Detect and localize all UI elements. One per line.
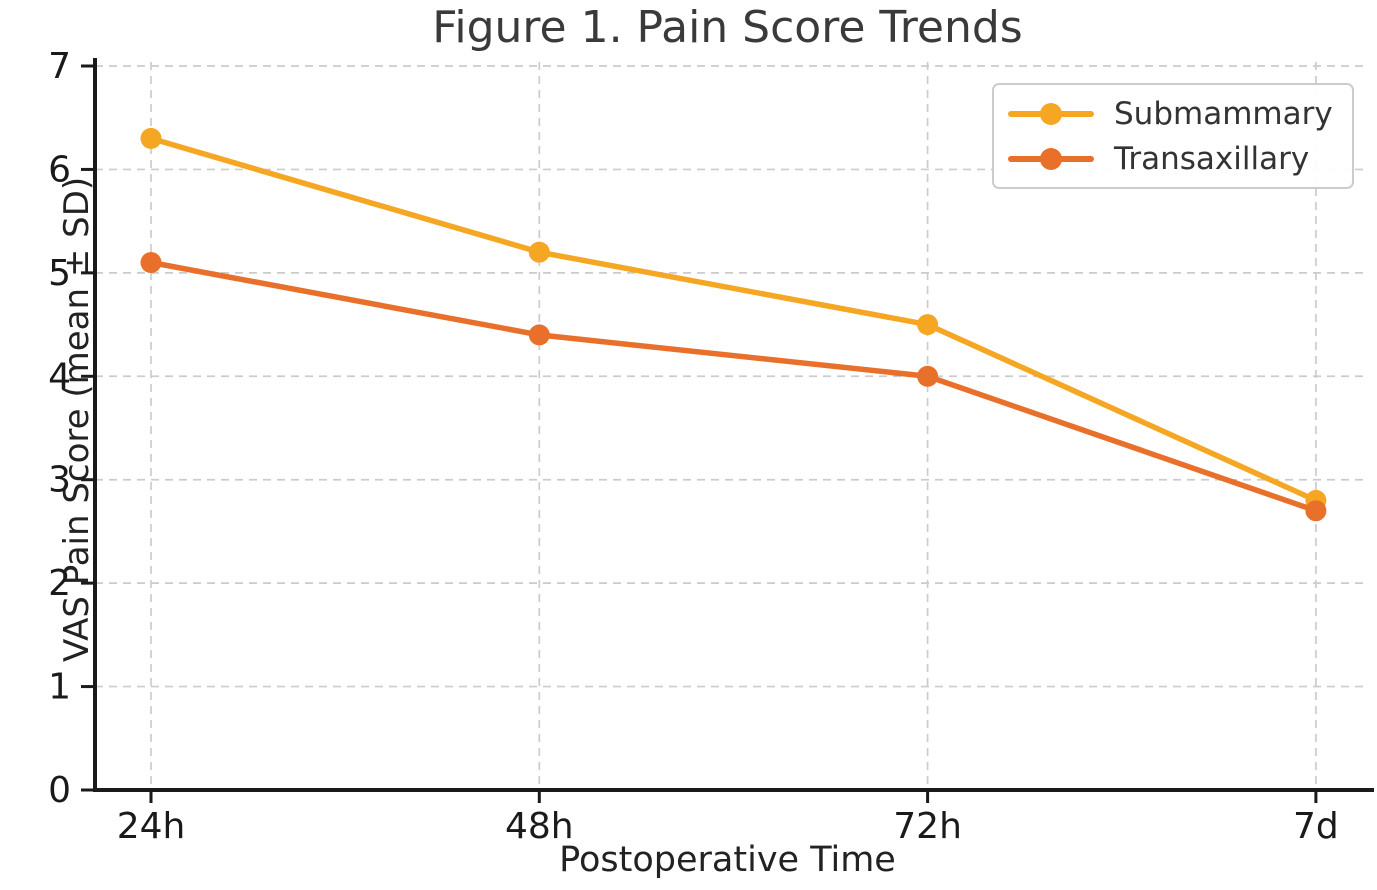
y-tick-label-1: 1	[48, 667, 71, 708]
y-tick-label-3: 3	[48, 460, 71, 501]
y-tick-label-7: 7	[48, 46, 71, 87]
y-tick-label-2: 2	[48, 563, 71, 604]
data-point-submammary-24h	[140, 127, 162, 149]
x-tick-label-72h: 72h	[893, 806, 962, 847]
y-tick-label-0: 0	[48, 770, 71, 811]
data-point-transaxillary-24h	[140, 252, 162, 274]
data-point-transaxillary-48h	[528, 324, 550, 346]
legend-item-transaxillary: Transaxillary	[1008, 141, 1338, 177]
data-point-transaxillary-72h	[917, 365, 939, 387]
y-tick-label-6: 6	[48, 149, 71, 190]
x-tick-label-24h: 24h	[117, 806, 186, 847]
transaxillary-line-swatch	[1008, 147, 1094, 170]
series-line-transaxillary	[148, 259, 1319, 514]
legend: Submammary Transaxillary	[992, 83, 1354, 189]
x-tick-label-48h: 48h	[505, 806, 574, 847]
series-line-submammary	[148, 135, 1319, 504]
data-point-submammary-48h	[528, 241, 550, 263]
transaxillary-marker-icon	[1040, 147, 1062, 170]
x-tick-label-7d: 7d	[1293, 806, 1339, 847]
legend-label-submammary: Submammary	[1114, 95, 1333, 132]
submammary-marker-icon	[1040, 102, 1062, 125]
legend-label-transaxillary: Transaxillary	[1114, 140, 1310, 177]
x-axis-label: Postoperative Time	[559, 840, 896, 880]
chart-title: Figure 1. Pain Score Trends	[432, 2, 1023, 53]
legend-item-submammary: Submammary	[1008, 96, 1338, 132]
data-point-submammary-72h	[917, 314, 939, 336]
submammary-line-swatch	[1008, 102, 1094, 125]
data-point-transaxillary-7d	[1305, 500, 1327, 522]
y-tick-label-4: 4	[48, 356, 71, 397]
y-tick-label-5: 5	[48, 253, 71, 294]
